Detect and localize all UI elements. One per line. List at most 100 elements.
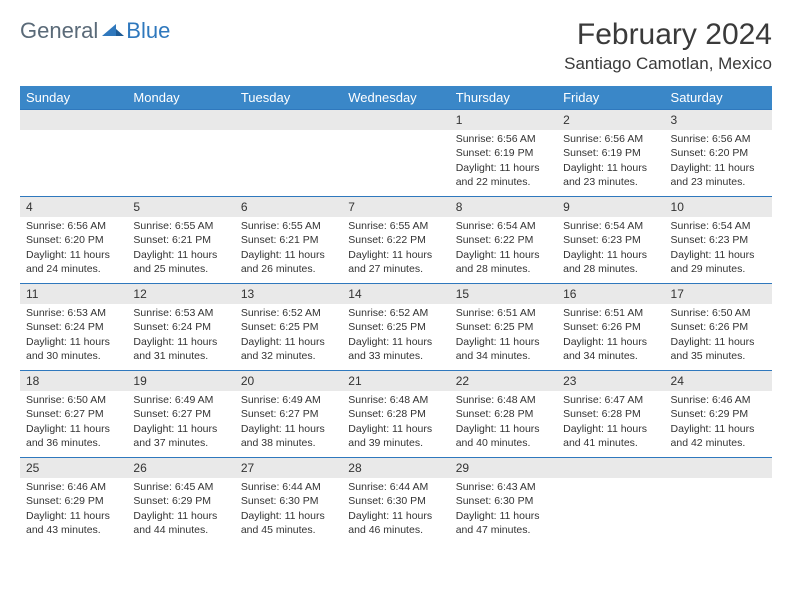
logo-text-general: General (20, 18, 98, 44)
day-cell: 19Sunrise: 6:49 AMSunset: 6:27 PMDayligh… (127, 371, 234, 457)
sunrise-text: Sunrise: 6:48 AM (456, 393, 551, 407)
day-cell (127, 110, 234, 196)
day-number: 29 (450, 458, 557, 478)
sunrise-text: Sunrise: 6:46 AM (671, 393, 766, 407)
day-cell: 22Sunrise: 6:48 AMSunset: 6:28 PMDayligh… (450, 371, 557, 457)
day-cell: 13Sunrise: 6:52 AMSunset: 6:25 PMDayligh… (235, 284, 342, 370)
month-title: February 2024 (564, 18, 772, 52)
day-cell: 17Sunrise: 6:50 AMSunset: 6:26 PMDayligh… (665, 284, 772, 370)
sunset-text: Sunset: 6:19 PM (456, 146, 551, 160)
day-number: 1 (450, 110, 557, 130)
day-body: Sunrise: 6:54 AMSunset: 6:23 PMDaylight:… (665, 217, 772, 282)
sunrise-text: Sunrise: 6:55 AM (133, 219, 228, 233)
sunrise-text: Sunrise: 6:49 AM (133, 393, 228, 407)
sunrise-text: Sunrise: 6:50 AM (671, 306, 766, 320)
weekday-cell: Friday (557, 86, 664, 109)
logo-text-blue: Blue (126, 18, 170, 44)
day-number: 13 (235, 284, 342, 304)
day-cell: 12Sunrise: 6:53 AMSunset: 6:24 PMDayligh… (127, 284, 234, 370)
sunrise-text: Sunrise: 6:46 AM (26, 480, 121, 494)
sunset-text: Sunset: 6:23 PM (563, 233, 658, 247)
day-number: 17 (665, 284, 772, 304)
daylight-text: Daylight: 11 hours and 29 minutes. (671, 248, 766, 276)
day-body: Sunrise: 6:50 AMSunset: 6:26 PMDaylight:… (665, 304, 772, 369)
daylight-text: Daylight: 11 hours and 34 minutes. (456, 335, 551, 363)
sunset-text: Sunset: 6:30 PM (348, 494, 443, 508)
day-cell: 25 Sunrise: 6:46 AMSunset: 6:29 PMDayligh… (20, 458, 127, 544)
sunset-text: Sunset: 6:29 PM (26, 494, 121, 508)
daylight-text: Daylight: 11 hours and 45 minutes. (241, 509, 336, 537)
sunrise-text: Sunrise: 6:56 AM (563, 132, 658, 146)
day-cell: 15Sunrise: 6:51 AMSunset: 6:25 PMDayligh… (450, 284, 557, 370)
daylight-text: Daylight: 11 hours and 24 minutes. (26, 248, 121, 276)
sunrise-text: Sunrise: 6:52 AM (241, 306, 336, 320)
daylight-text: Daylight: 11 hours and 37 minutes. (133, 422, 228, 450)
day-number (235, 110, 342, 130)
day-cell: 2Sunrise: 6:56 AMSunset: 6:19 PMDaylight… (557, 110, 664, 196)
day-body: Sunrise: 6:45 AMSunset: 6:29 PMDaylight:… (127, 478, 234, 543)
day-body: Sunrise: 6:54 AMSunset: 6:22 PMDaylight:… (450, 217, 557, 282)
weekday-cell: Tuesday (235, 86, 342, 109)
day-cell: 28 Sunrise: 6:44 AMSunset: 6:30 PMDayligh… (342, 458, 449, 544)
day-cell: 6Sunrise: 6:55 AMSunset: 6:21 PMDaylight… (235, 197, 342, 283)
sunrise-text: Sunrise: 6:44 AM (241, 480, 336, 494)
day-cell: 7Sunrise: 6:55 AMSunset: 6:22 PMDaylight… (342, 197, 449, 283)
sunset-text: Sunset: 6:26 PM (563, 320, 658, 334)
sunset-text: Sunset: 6:28 PM (348, 407, 443, 421)
day-number: 28 (342, 458, 449, 478)
sunset-text: Sunset: 6:30 PM (456, 494, 551, 508)
sunset-text: Sunset: 6:26 PM (671, 320, 766, 334)
day-body: Sunrise: 6:48 AMSunset: 6:28 PMDaylight:… (450, 391, 557, 456)
daylight-text: Daylight: 11 hours and 43 minutes. (26, 509, 121, 537)
day-number: 21 (342, 371, 449, 391)
day-number (342, 110, 449, 130)
sunrise-text: Sunrise: 6:51 AM (563, 306, 658, 320)
day-number (20, 110, 127, 130)
sunrise-text: Sunrise: 6:55 AM (241, 219, 336, 233)
day-cell: 26Sunrise: 6:45 AMSunset: 6:29 PMDayligh… (127, 458, 234, 544)
sunrise-text: Sunrise: 6:50 AM (26, 393, 121, 407)
day-cell (20, 110, 127, 196)
day-body: Sunrise: 6:43 AMSunset: 6:30 PMDaylight:… (450, 478, 557, 543)
weeks-container: 1Sunrise: 6:56 AMSunset: 6:19 PMDaylight… (20, 109, 772, 544)
day-cell: 23Sunrise: 6:47 AMSunset: 6:28 PMDayligh… (557, 371, 664, 457)
sunset-text: Sunset: 6:22 PM (348, 233, 443, 247)
day-body (235, 130, 342, 190)
sunset-text: Sunset: 6:25 PM (348, 320, 443, 334)
sunset-text: Sunset: 6:25 PM (456, 320, 551, 334)
location: Santiago Camotlan, Mexico (564, 54, 772, 74)
sunrise-text: Sunrise: 6:49 AM (241, 393, 336, 407)
day-cell: 11Sunrise: 6:53 AMSunset: 6:24 PMDayligh… (20, 284, 127, 370)
weekday-cell: Sunday (20, 86, 127, 109)
sunset-text: Sunset: 6:21 PM (241, 233, 336, 247)
logo-mark-icon (102, 20, 124, 43)
day-number (127, 110, 234, 130)
daylight-text: Daylight: 11 hours and 33 minutes. (348, 335, 443, 363)
sunset-text: Sunset: 6:20 PM (671, 146, 766, 160)
day-body: Sunrise: 6:56 AMSunset: 6:20 PMDaylight:… (20, 217, 127, 282)
day-number: 3 (665, 110, 772, 130)
day-cell (557, 458, 664, 544)
day-body: Sunrise: 6:48 AMSunset: 6:28 PMDaylight:… (342, 391, 449, 456)
sunset-text: Sunset: 6:24 PM (133, 320, 228, 334)
sunset-text: Sunset: 6:19 PM (563, 146, 658, 160)
day-number: 20 (235, 371, 342, 391)
daylight-text: Daylight: 11 hours and 34 minutes. (563, 335, 658, 363)
day-body (127, 130, 234, 190)
day-cell: 29Sunrise: 6:43 AMSunset: 6:30 PMDayligh… (450, 458, 557, 544)
day-body: Sunrise: 6:47 AMSunset: 6:28 PMDaylight:… (557, 391, 664, 456)
week-row: 25Sunrise: 6:46 AMSunset: 6:29 PMDayligh… (20, 457, 772, 544)
daylight-text: Daylight: 11 hours and 47 minutes. (456, 509, 551, 537)
day-cell (342, 110, 449, 196)
day-number: 26 (127, 458, 234, 478)
day-number: 8 (450, 197, 557, 217)
sunset-text: Sunset: 6:28 PM (456, 407, 551, 421)
day-body: Sunrise: 6:51 AMSunset: 6:25 PMDaylight:… (450, 304, 557, 369)
day-number (557, 458, 664, 478)
sunrise-text: Sunrise: 6:44 AM (348, 480, 443, 494)
day-number: 27 (235, 458, 342, 478)
daylight-text: Daylight: 11 hours and 46 minutes. (348, 509, 443, 537)
day-number: 25 (20, 458, 127, 478)
day-cell: 24Sunrise: 6:46 AMSunset: 6:29 PMDayligh… (665, 371, 772, 457)
sunrise-text: Sunrise: 6:54 AM (563, 219, 658, 233)
